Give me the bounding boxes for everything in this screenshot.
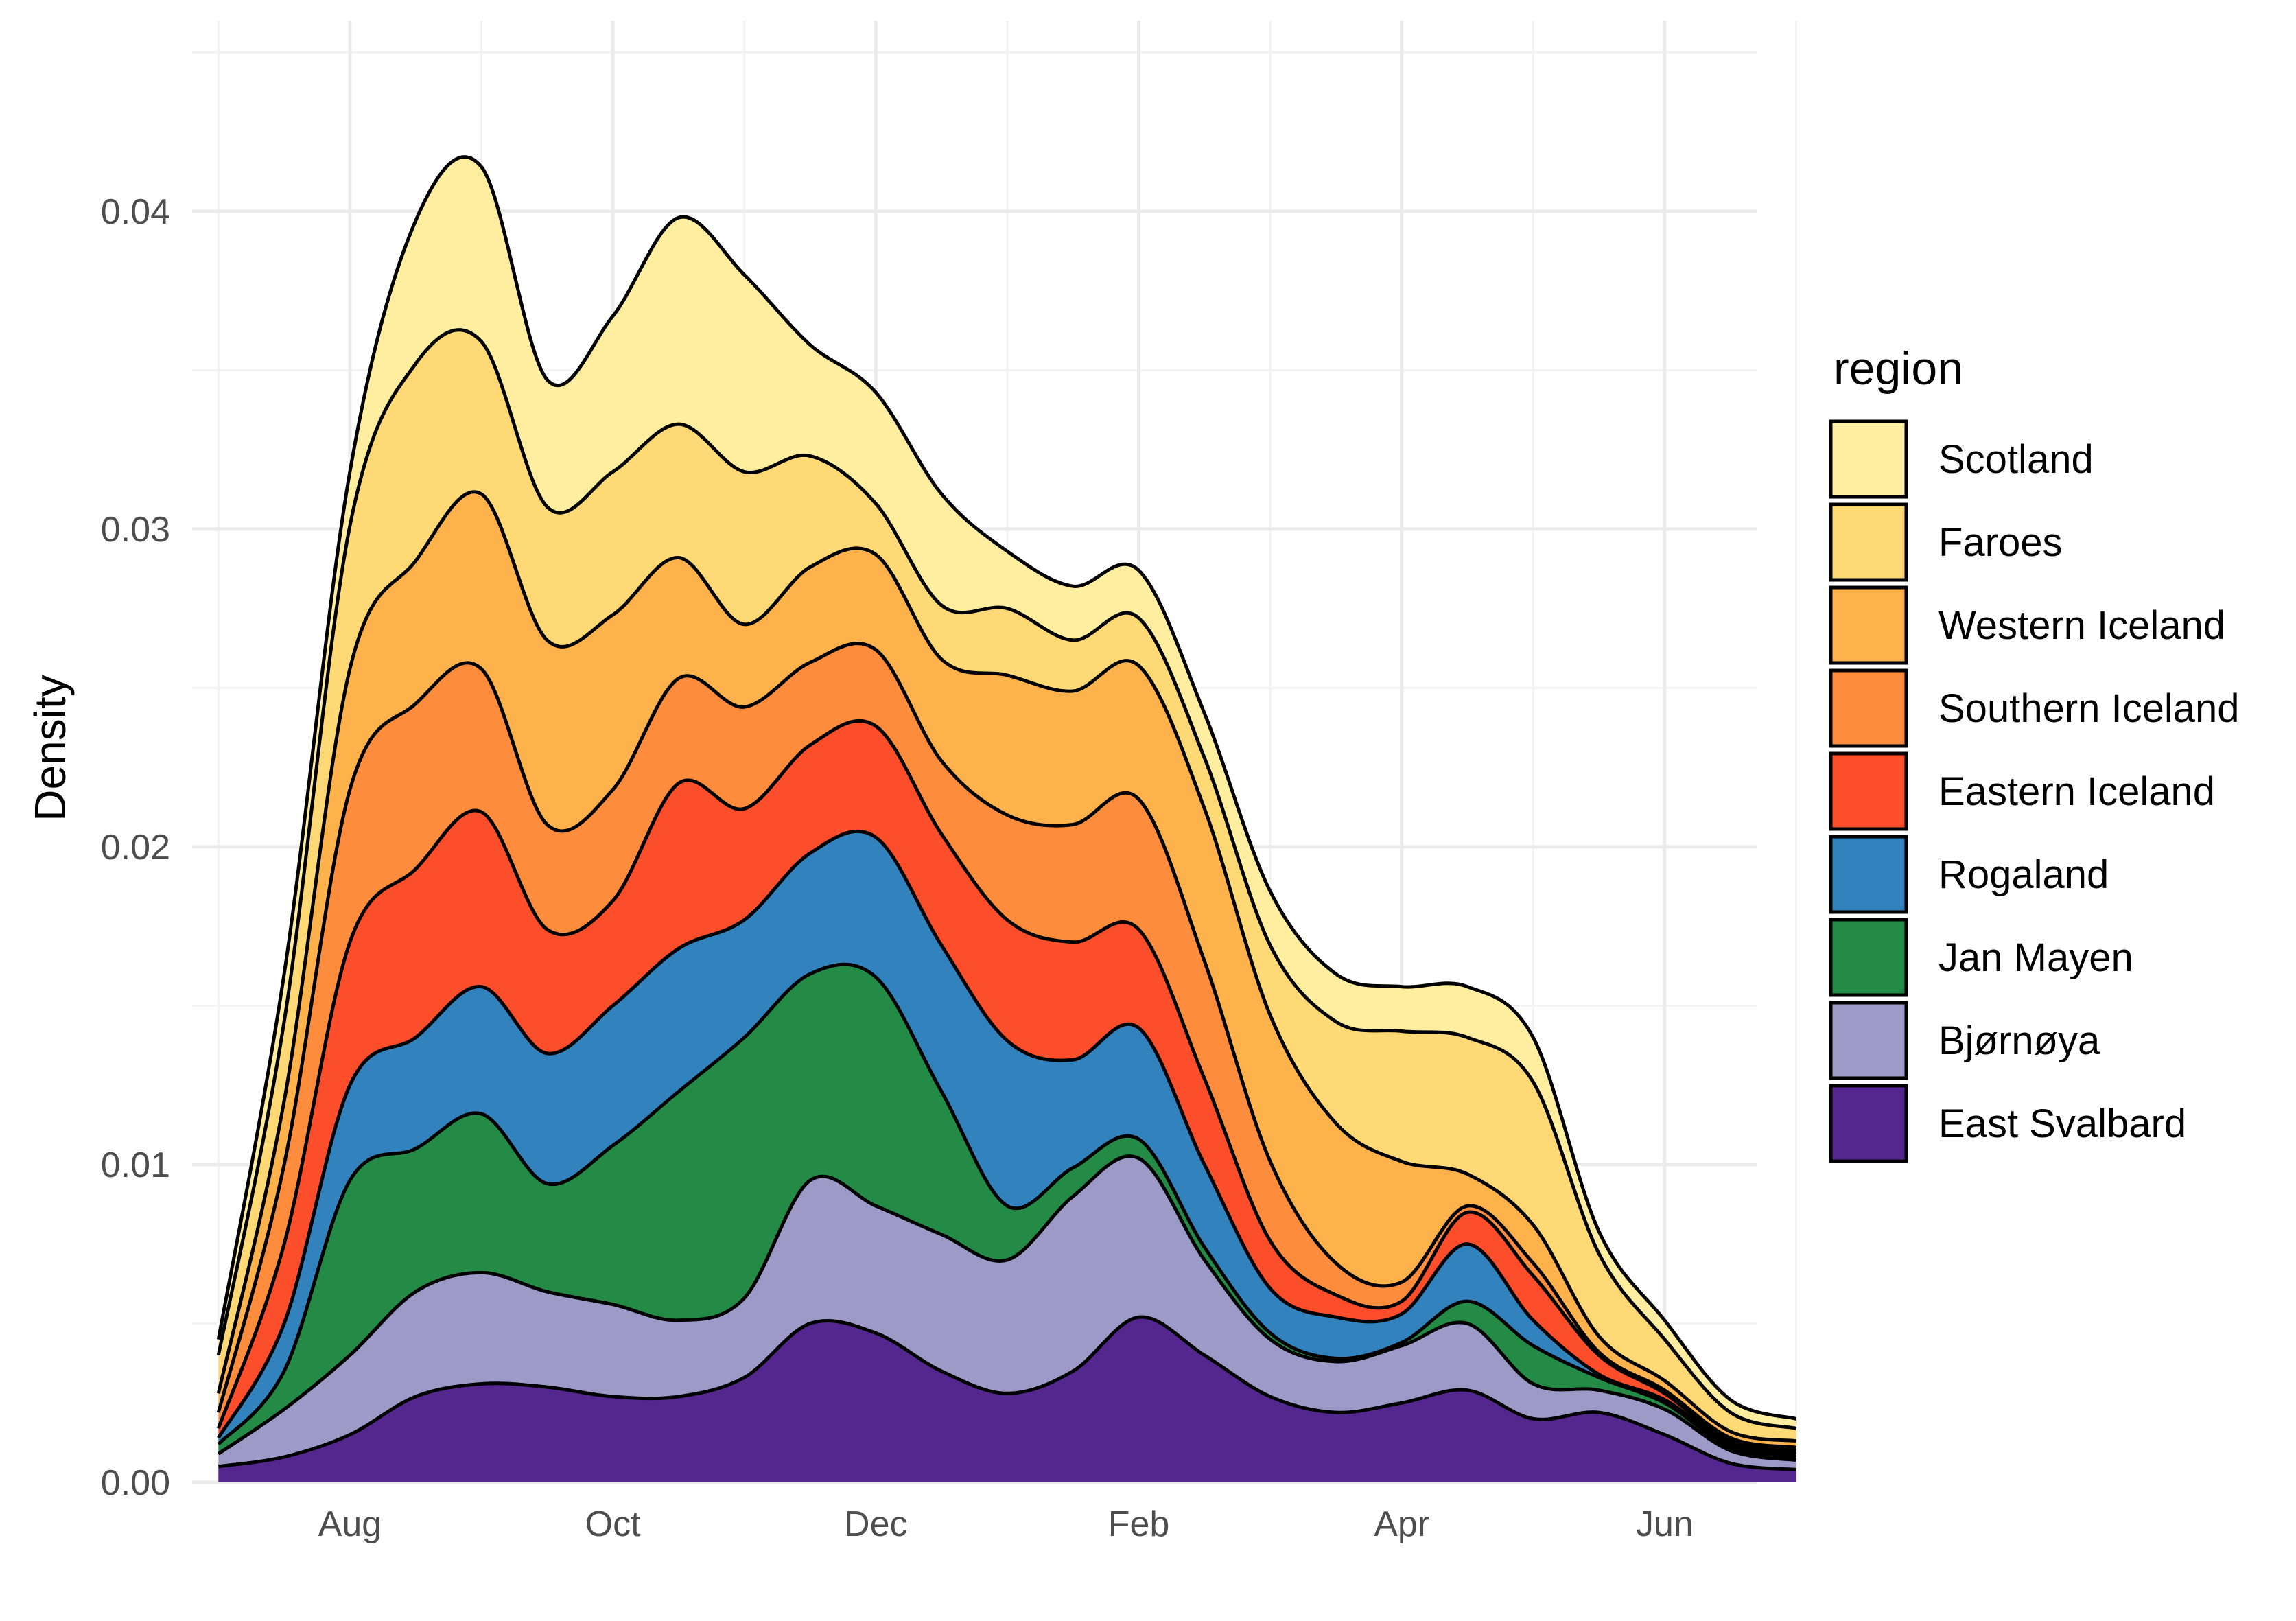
x-tick-label: Oct <box>585 1504 641 1544</box>
y-tick-label: 0.01 <box>101 1145 170 1185</box>
legend-item-eastern-iceland: Eastern Iceland <box>1829 751 2215 831</box>
band-eastern-iceland <box>218 721 1796 1454</box>
band-outline-southern-iceland <box>216 642 1796 1449</box>
legend-item-faroes: Faroes <box>1829 502 2063 582</box>
band-outline-rogaland <box>217 829 1796 1456</box>
legend-item-jan-mayen: Jan Mayen <box>1829 918 2133 997</box>
legend-swatch <box>1829 751 1908 831</box>
band-faroes <box>218 329 1796 1441</box>
y-tick-label: 0.00 <box>101 1463 170 1503</box>
y-axis-tick-labels: 0.00 0.01 0.02 0.03 0.04 <box>101 192 170 1503</box>
legend-swatch <box>1829 918 1908 997</box>
legend-label: Bjørnøya <box>1938 1018 2100 1063</box>
band-outline-scotland <box>216 155 1797 1421</box>
legend-item-western-iceland: Western Iceland <box>1829 585 2225 665</box>
band-outline-faroes <box>216 328 1797 1430</box>
density-bands <box>216 155 1797 1482</box>
band-scotland <box>218 156 1796 1429</box>
legend-item-east-svalbard: East Svalbard <box>1829 1084 2186 1163</box>
legend-label: East Svalbard <box>1938 1101 2186 1146</box>
band-outline-east-svalbard <box>218 1315 1796 1471</box>
y-tick-label: 0.02 <box>101 828 170 867</box>
x-axis-tick-labels: Aug Oct Dec Feb Apr Jun <box>318 1504 1694 1544</box>
legend-label: Southern Iceland <box>1938 686 2240 731</box>
legend-swatch <box>1829 502 1908 582</box>
legend-label: Western Iceland <box>1938 603 2225 648</box>
band-western-iceland <box>218 491 1796 1448</box>
legend: region Scotland Faroes Western Iceland Sout… <box>1829 342 2240 1163</box>
x-tick-label: Jun <box>1636 1504 1694 1544</box>
legend-label: Rogaland <box>1938 852 2109 897</box>
legend-swatch <box>1829 1001 1908 1080</box>
legend-items: Scotland Faroes Western Iceland Southern Ic… <box>1829 419 2240 1163</box>
band-outline-jan-mayen <box>217 962 1796 1459</box>
band-southern-iceland <box>218 643 1796 1451</box>
legend-swatch <box>1829 1084 1908 1163</box>
legend-item-rogaland: Rogaland <box>1829 835 2109 914</box>
x-tick-label: Apr <box>1374 1504 1429 1544</box>
y-axis-title: Density <box>25 675 75 821</box>
band-outline-eastern-iceland <box>216 719 1796 1453</box>
legend-label: Eastern Iceland <box>1938 769 2215 814</box>
band-outline-western-iceland <box>216 490 1796 1443</box>
legend-item-scotland: Scotland <box>1829 419 2094 499</box>
band-jan-mayen <box>218 964 1796 1460</box>
band-east-svalbard <box>218 1316 1796 1482</box>
band-rogaland <box>218 831 1796 1457</box>
legend-label: Scotland <box>1938 437 2094 482</box>
legend-title: region <box>1834 342 1963 395</box>
legend-label: Jan Mayen <box>1938 935 2133 980</box>
legend-item-bj-rn-ya: Bjørnøya <box>1829 1001 2100 1080</box>
legend-swatch <box>1829 585 1908 665</box>
legend-swatch <box>1829 419 1908 499</box>
band-outline-bj-rn-ya <box>217 1154 1796 1462</box>
y-tick-label: 0.04 <box>101 192 170 232</box>
legend-swatch <box>1829 835 1908 914</box>
band-bj-rn-ya <box>218 1156 1796 1470</box>
x-tick-label: Aug <box>318 1504 382 1544</box>
y-tick-label: 0.03 <box>101 510 170 550</box>
x-tick-label: Feb <box>1108 1504 1170 1544</box>
legend-item-southern-iceland: Southern Iceland <box>1829 668 2240 748</box>
legend-label: Faroes <box>1938 520 2063 565</box>
x-tick-label: Dec <box>844 1504 907 1544</box>
legend-swatch <box>1829 668 1908 748</box>
